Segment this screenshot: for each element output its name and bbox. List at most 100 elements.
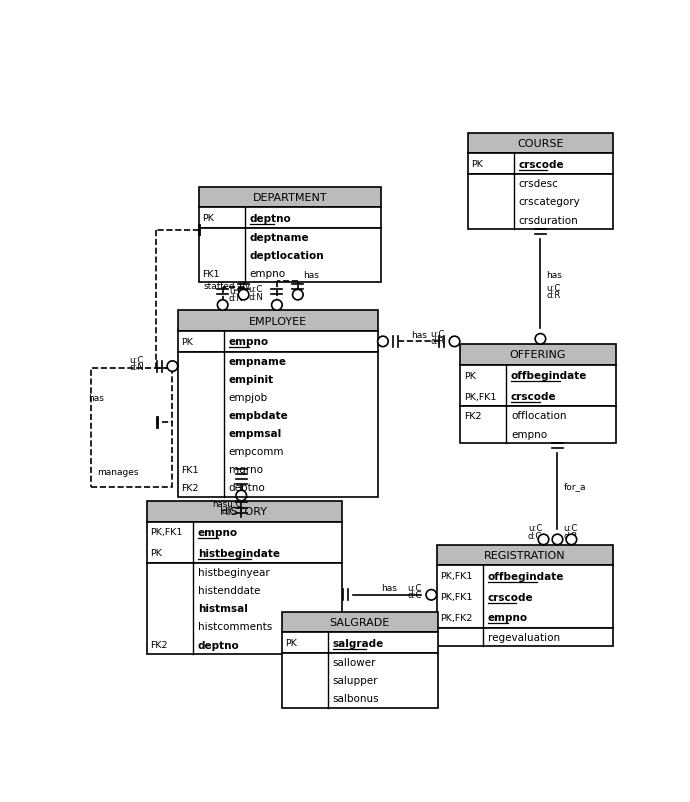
Text: u:C: u:C (229, 286, 243, 295)
Circle shape (293, 290, 303, 301)
Text: u:C: u:C (546, 284, 561, 293)
Text: d:C: d:C (407, 589, 422, 599)
Circle shape (552, 534, 563, 545)
Text: offbegindate: offbegindate (511, 371, 587, 381)
Text: OFFERING: OFFERING (510, 350, 566, 360)
Text: PK: PK (464, 371, 475, 380)
Text: empno: empno (229, 337, 269, 347)
FancyBboxPatch shape (282, 612, 438, 633)
Text: has: has (88, 394, 103, 403)
Text: EMPLOYEE: EMPLOYEE (248, 316, 307, 326)
Text: crscode: crscode (519, 160, 564, 170)
Text: PK: PK (202, 214, 215, 223)
Text: u:C: u:C (407, 583, 422, 592)
Text: u:C: u:C (431, 330, 445, 338)
Text: has: has (546, 271, 562, 280)
Text: histcomments: histcomments (198, 622, 272, 632)
Text: deptno: deptno (198, 640, 239, 650)
Text: PK,FK2: PK,FK2 (440, 614, 473, 622)
Text: d:R: d:R (564, 531, 578, 541)
FancyBboxPatch shape (437, 545, 613, 565)
FancyBboxPatch shape (437, 628, 613, 646)
FancyBboxPatch shape (199, 188, 381, 209)
Text: PK: PK (150, 549, 162, 557)
FancyBboxPatch shape (282, 654, 438, 707)
Text: mgrno: mgrno (229, 465, 263, 475)
Text: crscode: crscode (488, 592, 533, 602)
Text: PK,FK1: PK,FK1 (150, 528, 183, 537)
Text: d:N: d:N (229, 294, 244, 302)
Text: deptlocation: deptlocation (250, 251, 324, 261)
Text: u:C: u:C (528, 524, 542, 533)
FancyBboxPatch shape (199, 229, 381, 283)
FancyBboxPatch shape (199, 209, 381, 229)
FancyBboxPatch shape (437, 565, 613, 628)
FancyBboxPatch shape (468, 134, 613, 154)
Text: hasu:C: hasu:C (212, 500, 241, 508)
Text: salbonus: salbonus (333, 694, 380, 703)
Text: PK: PK (471, 160, 483, 169)
Text: d:C: d:C (528, 531, 542, 541)
Circle shape (538, 534, 549, 545)
Text: deptno: deptno (250, 213, 291, 224)
Text: u:C: u:C (564, 524, 578, 533)
Circle shape (217, 300, 228, 311)
FancyBboxPatch shape (468, 154, 613, 175)
Text: histmsal: histmsal (198, 604, 248, 614)
Text: empno: empno (198, 527, 238, 537)
FancyBboxPatch shape (147, 501, 342, 522)
Text: FK2: FK2 (150, 640, 168, 650)
Text: empno: empno (511, 429, 547, 439)
Text: deptname: deptname (250, 233, 309, 243)
Text: d:N: d:N (130, 363, 144, 371)
FancyBboxPatch shape (178, 311, 377, 331)
FancyBboxPatch shape (178, 331, 377, 352)
Text: d:C: d:C (222, 506, 236, 515)
Text: HISTORY: HISTORY (220, 507, 268, 516)
Text: deptno: deptno (229, 483, 266, 493)
Text: empcomm: empcomm (229, 447, 284, 456)
FancyBboxPatch shape (147, 564, 342, 654)
Text: histbeginyear: histbeginyear (198, 568, 270, 577)
Text: empjob: empjob (229, 392, 268, 403)
Circle shape (236, 491, 246, 501)
Text: DEPARTMENT: DEPARTMENT (253, 192, 327, 203)
Text: empinit: empinit (229, 375, 274, 384)
Text: FK2: FK2 (181, 484, 199, 492)
Text: PK: PK (286, 638, 297, 647)
Text: crsdesc: crsdesc (519, 179, 559, 189)
Text: for_a: for_a (564, 482, 586, 491)
Text: has: has (411, 330, 426, 339)
Text: PK: PK (181, 338, 193, 346)
Circle shape (566, 534, 577, 545)
Circle shape (377, 337, 388, 347)
Text: histbegindate: histbegindate (198, 548, 280, 558)
FancyBboxPatch shape (460, 345, 616, 366)
FancyBboxPatch shape (178, 352, 377, 497)
Text: empbdate: empbdate (229, 411, 288, 420)
FancyBboxPatch shape (460, 366, 616, 407)
Text: staffed_by: staffed_by (204, 282, 250, 290)
Text: empno: empno (250, 269, 286, 279)
Text: PK,FK1: PK,FK1 (440, 572, 473, 581)
Text: crsduration: crsduration (519, 215, 578, 225)
Circle shape (167, 362, 178, 372)
Text: empno: empno (488, 613, 528, 622)
Text: sallower: sallower (333, 658, 376, 667)
FancyBboxPatch shape (468, 175, 613, 229)
Text: SALGRADE: SALGRADE (330, 618, 390, 627)
Circle shape (535, 334, 546, 345)
Text: histenddate: histenddate (198, 585, 260, 596)
Circle shape (426, 589, 437, 600)
Text: has: has (303, 271, 319, 280)
Text: FK1: FK1 (181, 465, 199, 474)
Text: PK,FK1: PK,FK1 (464, 392, 496, 401)
FancyBboxPatch shape (147, 522, 342, 564)
Circle shape (238, 290, 249, 301)
Text: crscategory: crscategory (519, 197, 580, 207)
Text: d:R: d:R (546, 291, 561, 300)
Text: d:R: d:R (431, 337, 445, 346)
Text: salgrade: salgrade (333, 638, 384, 648)
FancyBboxPatch shape (460, 407, 616, 443)
Circle shape (272, 300, 282, 311)
